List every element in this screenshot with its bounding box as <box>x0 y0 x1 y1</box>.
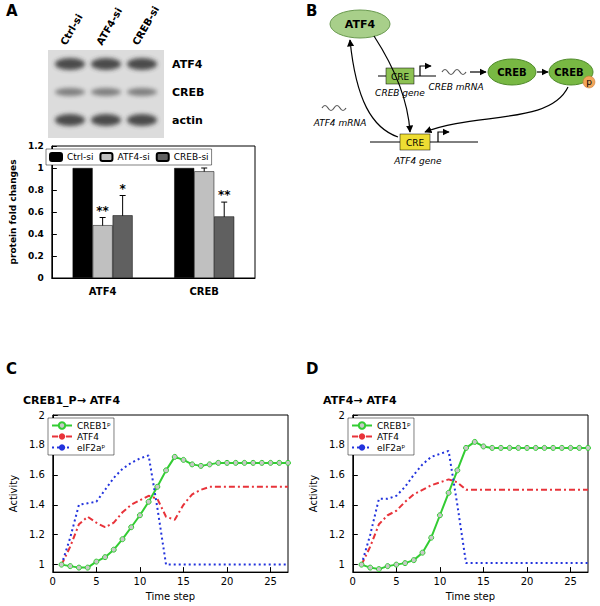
svg-text:eIF2aᵖ: eIF2aᵖ <box>77 443 106 453</box>
svg-text:ATF4: ATF4 <box>77 432 99 442</box>
svg-text:ATF4 mRNA: ATF4 mRNA <box>313 118 367 128</box>
svg-text:25: 25 <box>264 576 277 587</box>
svg-text:Ctrl-si: Ctrl-si <box>58 12 85 47</box>
svg-text:CREB1ᵖ: CREB1ᵖ <box>77 421 111 431</box>
svg-text:5: 5 <box>93 576 99 587</box>
svg-text:ATF4: ATF4 <box>172 58 203 71</box>
svg-text:ATF4: ATF4 <box>345 18 376 31</box>
svg-text:p: p <box>586 77 592 87</box>
svg-text:ATF4-si: ATF4-si <box>94 6 124 47</box>
html-text:D: D <box>306 360 319 378</box>
svg-text:2: 2 <box>38 410 44 421</box>
svg-text:1: 1 <box>38 559 44 570</box>
svg-text:0.4: 0.4 <box>28 229 44 239</box>
svg-text:CREB1ᵖ: CREB1ᵖ <box>377 421 411 431</box>
svg-text:CREB gene: CREB gene <box>375 88 425 98</box>
svg-text:Time step: Time step <box>145 591 195 602</box>
svg-text:CREB-si: CREB-si <box>174 152 209 162</box>
svg-text:*: * <box>119 182 126 196</box>
svg-text:ATF4 gene: ATF4 gene <box>393 156 442 166</box>
svg-text:CREB: CREB <box>172 86 204 99</box>
svg-text:Ctrl-si: Ctrl-si <box>67 152 93 162</box>
svg-text:Time step: Time step <box>445 591 495 602</box>
svg-text:1.6: 1.6 <box>29 469 45 480</box>
svg-text:10: 10 <box>434 576 447 587</box>
svg-text:CREB1_P→ ATF4: CREB1_P→ ATF4 <box>23 394 120 407</box>
svg-text:1.4: 1.4 <box>29 499 45 510</box>
svg-text:1.2: 1.2 <box>28 141 44 151</box>
svg-text:protein fold changes: protein fold changes <box>8 160 18 265</box>
svg-text:**: ** <box>96 204 109 218</box>
svg-text:1.6: 1.6 <box>329 469 345 480</box>
svg-text:1.4: 1.4 <box>329 499 345 510</box>
svg-text:0.2: 0.2 <box>28 251 44 261</box>
svg-text:0: 0 <box>350 576 356 587</box>
svg-text:25: 25 <box>564 576 577 587</box>
svg-text:Activity: Activity <box>308 475 319 512</box>
svg-text:CREB: CREB <box>554 67 584 78</box>
svg-text:ATF4: ATF4 <box>377 432 399 442</box>
svg-text:5: 5 <box>393 576 399 587</box>
html-text:C: C <box>6 360 17 378</box>
svg-text:1.8: 1.8 <box>329 439 345 450</box>
svg-text:1.8: 1.8 <box>29 439 45 450</box>
svg-text:15: 15 <box>177 576 190 587</box>
svg-text:20: 20 <box>221 576 234 587</box>
svg-text:CRE: CRE <box>406 138 425 148</box>
svg-text:0: 0 <box>50 576 56 587</box>
svg-text:actin: actin <box>172 114 203 127</box>
svg-text:ATF4→ ATF4: ATF4→ ATF4 <box>323 394 397 407</box>
svg-text:1: 1 <box>338 559 344 570</box>
svg-text:2: 2 <box>338 410 344 421</box>
svg-text:CREB mRNA: CREB mRNA <box>428 82 483 92</box>
svg-text:0: 0 <box>38 273 44 283</box>
svg-text:ATF4-si: ATF4-si <box>117 152 149 162</box>
svg-text:1.2: 1.2 <box>29 529 45 540</box>
svg-text:**: ** <box>218 188 231 202</box>
svg-text:1.2: 1.2 <box>329 529 345 540</box>
svg-text:20: 20 <box>521 576 534 587</box>
svg-text:ATF4: ATF4 <box>89 286 117 297</box>
svg-text:10: 10 <box>134 576 147 587</box>
svg-text:eIF2aᵖ: eIF2aᵖ <box>377 443 406 453</box>
svg-text:CRE: CRE <box>391 72 410 82</box>
svg-text:15: 15 <box>477 576 490 587</box>
svg-text:0.8: 0.8 <box>28 185 44 195</box>
svg-text:CREB-si: CREB-si <box>130 4 161 47</box>
html-text:A: A <box>6 2 18 20</box>
svg-text:Activity: Activity <box>8 475 19 512</box>
svg-text:1: 1 <box>38 163 44 173</box>
svg-text:CREB: CREB <box>497 67 527 78</box>
svg-text:0.6: 0.6 <box>28 207 44 217</box>
html-text:B: B <box>306 2 318 20</box>
svg-text:CREB: CREB <box>189 286 219 297</box>
